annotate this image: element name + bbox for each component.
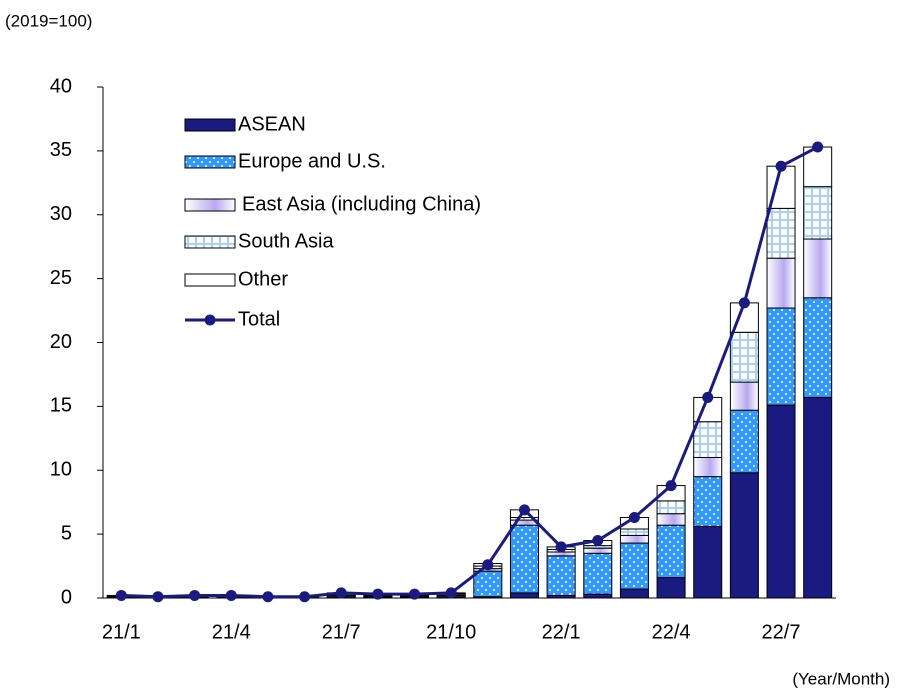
total-point	[336, 587, 347, 598]
total-point	[812, 142, 823, 153]
legend-label: Europe and U.S.	[238, 150, 386, 172]
total-point	[519, 504, 530, 515]
bar-segment	[804, 298, 832, 398]
x-tick-label: 22/4	[652, 621, 691, 643]
legend-label: East Asia (including China)	[242, 193, 481, 215]
y-tick-label: 0	[61, 586, 72, 608]
bar-segment	[694, 422, 722, 458]
y-tick-label: 25	[50, 267, 72, 289]
y-tick-label: 30	[50, 203, 72, 225]
legend-swatch	[185, 236, 235, 248]
x-tick-label: 21/10	[426, 621, 476, 643]
bar-segment	[804, 397, 832, 598]
total-point	[226, 590, 237, 601]
bar-segment	[730, 382, 758, 410]
bar-segment	[657, 525, 685, 577]
bar-segment	[657, 578, 685, 598]
bar-segment	[474, 571, 502, 597]
y-tick-label: 20	[50, 331, 72, 353]
total-point	[372, 589, 383, 600]
total-point	[482, 559, 493, 570]
legend-label: ASEAN	[238, 113, 306, 135]
y-tick-label: 15	[50, 395, 72, 417]
y-tick-label: 5	[61, 522, 72, 544]
total-point	[739, 297, 750, 308]
y-tick-label: 10	[50, 459, 72, 481]
bar-segment	[584, 594, 612, 598]
total-point	[152, 591, 163, 602]
legend-swatch	[185, 199, 235, 211]
total-point	[666, 480, 677, 491]
legend-swatch	[185, 156, 235, 168]
bar-segment	[730, 410, 758, 473]
x-tick-label: 22/7	[762, 621, 801, 643]
bar-segment	[767, 308, 795, 405]
bar-segment	[510, 593, 538, 598]
bar-segment	[804, 187, 832, 239]
bar-segment	[584, 553, 612, 594]
legend-swatch	[185, 274, 235, 286]
bar-segment	[657, 514, 685, 525]
x-tick-label: 21/4	[212, 621, 251, 643]
bar-segment	[730, 473, 758, 598]
bar-segment	[547, 552, 575, 556]
legend-label: Other	[238, 268, 288, 290]
bar-segment	[694, 526, 722, 598]
bar-segment	[767, 405, 795, 598]
total-point	[116, 590, 127, 601]
bar-segment	[804, 239, 832, 298]
legend-label: South Asia	[238, 230, 335, 252]
bar-segment	[767, 208, 795, 258]
total-point	[299, 591, 310, 602]
x-axis-label: (Year/Month)	[792, 669, 890, 688]
bar-segment	[547, 556, 575, 596]
total-point	[702, 392, 713, 403]
bar-segment	[620, 535, 648, 543]
total-point	[189, 590, 200, 601]
bar-segment	[620, 589, 648, 598]
x-tick-label: 21/1	[102, 621, 141, 643]
total-point	[446, 587, 457, 598]
bar-segment	[694, 457, 722, 476]
bar-segment	[730, 332, 758, 382]
bar-segment	[620, 543, 648, 589]
bar-segment	[510, 525, 538, 593]
total-point	[556, 541, 567, 552]
y-tick-label: 40	[50, 75, 72, 97]
total-point	[262, 591, 273, 602]
y-tick-label: 35	[50, 139, 72, 161]
bar-segment	[657, 501, 685, 514]
subtitle: (2019=100)	[5, 11, 92, 30]
total-point	[629, 512, 640, 523]
bar-segment	[694, 477, 722, 527]
total-point	[776, 161, 787, 172]
legend-swatch	[205, 315, 216, 326]
total-point	[409, 589, 420, 600]
legend-swatch	[185, 119, 235, 131]
total-point	[592, 535, 603, 546]
x-tick-label: 21/7	[322, 621, 361, 643]
legend-label: Total	[238, 308, 280, 330]
x-tick-label: 22/1	[542, 621, 581, 643]
bar-segment	[620, 529, 648, 535]
bar-segment	[584, 548, 612, 553]
bar-segment	[767, 258, 795, 308]
